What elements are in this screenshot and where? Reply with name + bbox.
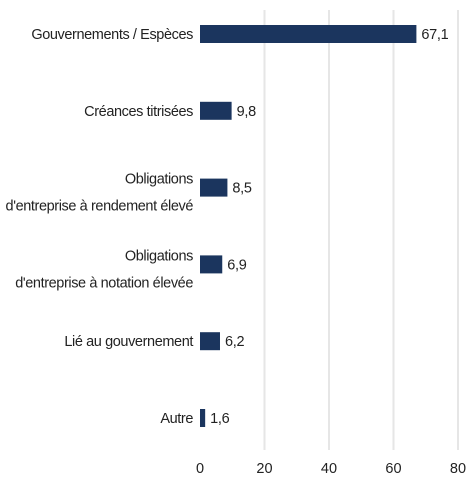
bar	[200, 409, 206, 427]
data-label: 6,9	[227, 257, 246, 273]
x-tick-label: 40	[321, 461, 337, 477]
x-tick-label: 80	[450, 461, 466, 477]
category-label: Créances titrisées	[84, 104, 193, 120]
data-label: 1,6	[210, 411, 229, 427]
x-tick-label: 60	[385, 461, 401, 477]
category-label-line: Obligations	[125, 172, 193, 188]
data-label: 6,2	[225, 334, 244, 350]
bar	[200, 101, 232, 120]
category-label: Gouvernements / Espèces	[31, 27, 193, 43]
x-tick-label: 0	[196, 461, 204, 477]
category-label: Lié au gouvernement	[64, 334, 193, 350]
bar	[200, 255, 223, 274]
category-label-line: Obligations	[125, 248, 193, 264]
data-label: 9,8	[237, 104, 256, 120]
category-label-line: d'entreprise à notation élevée	[15, 275, 193, 291]
bar	[200, 25, 417, 43]
bar	[200, 178, 228, 197]
category-label-line: Lié au gouvernement	[64, 334, 193, 350]
data-label: 67,1	[421, 27, 448, 43]
category-label-line: d'entreprise à rendement élevé	[6, 199, 194, 215]
data-label: 8,5	[232, 181, 251, 197]
category-label-line: Gouvernements / Espèces	[31, 27, 193, 43]
grid-layer	[263, 10, 459, 450]
x-axis-ticks: 0 20 40 60 80	[196, 461, 466, 477]
category-label: Obligations d'entreprise à rendement élev…	[6, 172, 194, 215]
category-label-line: Créances titrisées	[84, 104, 193, 120]
x-tick-label: 20	[256, 461, 272, 477]
category-label-line: Autre	[160, 411, 193, 427]
bar-layer	[200, 25, 417, 427]
label-layer: 67,1 Gouvernements / Espèces 9,8 Créances t…	[6, 27, 449, 427]
bar	[200, 332, 220, 351]
category-label: Autre	[160, 411, 193, 427]
category-label: Obligations d'entreprise à notation élevé…	[15, 248, 194, 291]
